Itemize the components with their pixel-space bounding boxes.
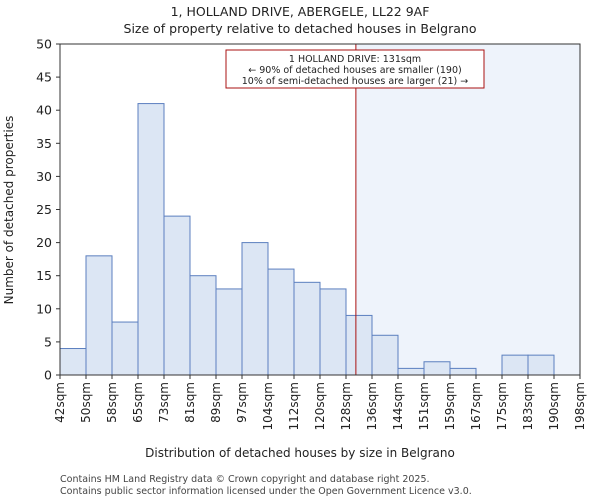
footer-line-1: Contains HM Land Registry data © Crown c… bbox=[60, 474, 430, 485]
x-tick-label-81sqm: 81sqm bbox=[183, 382, 197, 423]
x-tick-label-167sqm: 167sqm bbox=[469, 382, 483, 430]
y-tick-label-50: 50 bbox=[36, 37, 52, 52]
x-tick-label-120sqm: 120sqm bbox=[313, 382, 327, 430]
bar-58sqm bbox=[111, 321, 139, 376]
y-tick-label-25: 25 bbox=[36, 202, 52, 217]
x-tick-label-97sqm: 97sqm bbox=[235, 382, 249, 423]
shade-layer bbox=[355, 44, 580, 375]
bar-73sqm bbox=[163, 215, 191, 376]
x-tick-label-65sqm: 65sqm bbox=[131, 382, 145, 423]
bar-89sqm bbox=[215, 288, 243, 376]
x-tick-label-183sqm: 183sqm bbox=[521, 382, 535, 430]
y-tick-label-10: 10 bbox=[36, 301, 52, 316]
bar-104sqm bbox=[267, 268, 295, 376]
bar-136sqm bbox=[371, 334, 399, 376]
x-tick-label-175sqm: 175sqm bbox=[495, 382, 509, 430]
bars-layer bbox=[59, 103, 555, 376]
y-tick-label-35: 35 bbox=[36, 136, 52, 151]
x-tick-label-58sqm: 58sqm bbox=[105, 382, 119, 423]
annotation-line-3: 10% of semi-detached houses are larger (… bbox=[242, 76, 469, 87]
x-tick-label-128sqm: 128sqm bbox=[339, 382, 353, 430]
y-tick-label-15: 15 bbox=[36, 268, 52, 283]
y-axis-label: Number of detached properties bbox=[2, 116, 16, 305]
annotation-line-2: ← 90% of detached houses are smaller (19… bbox=[248, 65, 461, 76]
footer-line-2: Contains public sector information licen… bbox=[60, 486, 472, 497]
annotation-line-1: 1 HOLLAND DRIVE: 131sqm bbox=[289, 54, 421, 65]
larger-region-shade bbox=[355, 44, 580, 375]
y-tick-label-20: 20 bbox=[36, 235, 52, 250]
bar-97sqm bbox=[241, 242, 269, 376]
x-tick-label-42sqm: 42sqm bbox=[53, 382, 67, 423]
x-tick-label-73sqm: 73sqm bbox=[157, 382, 171, 423]
x-tick-label-198sqm: 198sqm bbox=[573, 382, 587, 430]
x-tick-label-112sqm: 112sqm bbox=[287, 382, 301, 430]
y-tick-label-0: 0 bbox=[44, 368, 52, 383]
chart-subtitle: Size of property relative to detached ho… bbox=[124, 21, 477, 36]
bar-159sqm bbox=[449, 367, 477, 376]
bar-144sqm bbox=[397, 367, 425, 376]
x-tick-label-136sqm: 136sqm bbox=[365, 382, 379, 430]
y-tick-label-45: 45 bbox=[36, 70, 52, 85]
y-tick-label-40: 40 bbox=[36, 103, 52, 118]
annotation-box: 1 HOLLAND DRIVE: 131sqm ← 90% of detache… bbox=[225, 49, 485, 89]
x-tick-label-190sqm: 190sqm bbox=[547, 382, 561, 430]
bar-183sqm bbox=[527, 354, 555, 376]
chart-title: 1, HOLLAND DRIVE, ABERGELE, LL22 9AF bbox=[171, 4, 430, 19]
x-tick-label-50sqm: 50sqm bbox=[79, 382, 93, 423]
x-tick-label-151sqm: 151sqm bbox=[417, 382, 431, 430]
bar-128sqm bbox=[345, 314, 373, 376]
bar-120sqm bbox=[319, 288, 347, 376]
bar-151sqm bbox=[423, 361, 451, 376]
bar-65sqm bbox=[137, 103, 165, 376]
y-tick-labels: 0 5 10 15 20 25 30 35 40 45 50 bbox=[36, 37, 60, 383]
bar-175sqm bbox=[501, 354, 529, 376]
bar-81sqm bbox=[189, 275, 217, 376]
x-axis-label: Distribution of detached houses by size … bbox=[145, 446, 455, 460]
x-tick-label-159sqm: 159sqm bbox=[443, 382, 457, 430]
x-tick-label-144sqm: 144sqm bbox=[391, 382, 405, 430]
x-tick-label-104sqm: 104sqm bbox=[261, 382, 275, 430]
x-tick-label-89sqm: 89sqm bbox=[209, 382, 223, 423]
annotation-border bbox=[225, 49, 485, 89]
y-tick-label-5: 5 bbox=[44, 334, 52, 349]
bar-50sqm bbox=[85, 255, 113, 376]
x-tick-labels: 42sqm 50sqm 58sqm 65sqm 73sqm 81sqm 89sqm 97sqm… bbox=[53, 375, 587, 430]
bar-42sqm bbox=[59, 348, 87, 376]
bar-112sqm bbox=[293, 281, 321, 376]
y-tick-label-30: 30 bbox=[36, 169, 52, 184]
